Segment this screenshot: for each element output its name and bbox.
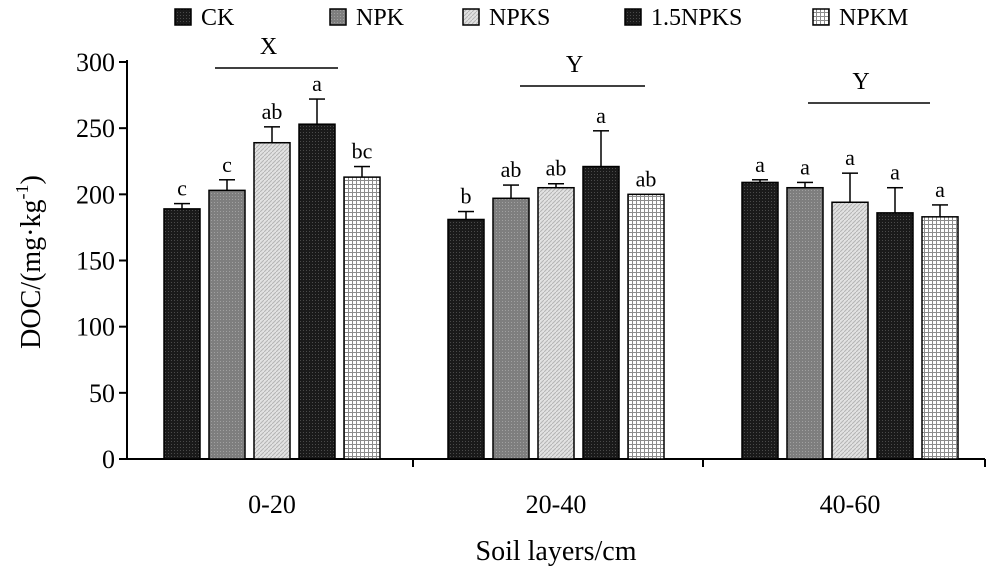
y-axis-title: DOC/(mg·kg-1) bbox=[12, 175, 47, 349]
bar bbox=[447, 218, 485, 460]
significance-label: a bbox=[596, 103, 606, 128]
bar bbox=[627, 193, 665, 460]
y-ticks: 0 50 100 150 200 250 300 bbox=[76, 48, 127, 474]
significance-label: a bbox=[800, 154, 810, 179]
bar bbox=[831, 201, 869, 460]
y-tick-label: 50 bbox=[89, 379, 115, 408]
legend-label: 1.5NPKS bbox=[651, 5, 742, 31]
legend-label: CK bbox=[201, 5, 235, 31]
y-tick-label: 250 bbox=[76, 114, 115, 143]
legend-swatch bbox=[624, 8, 642, 26]
group-letter: Y bbox=[566, 52, 583, 78]
significance-label: c bbox=[177, 176, 187, 201]
group-letter: X bbox=[260, 34, 277, 60]
x-axis-title: Soil layers/cm bbox=[476, 536, 637, 567]
legend-swatch bbox=[812, 8, 830, 26]
y-axis-title-close: ) bbox=[16, 175, 47, 184]
bar bbox=[741, 181, 779, 460]
significance-label: c bbox=[222, 152, 232, 177]
y-tick-label: 150 bbox=[76, 247, 115, 276]
y-tick-label: 100 bbox=[76, 313, 115, 342]
bar bbox=[537, 186, 575, 460]
group-letter: Y bbox=[852, 69, 869, 95]
x-tick-label: 40-60 bbox=[820, 490, 881, 519]
legend-swatch bbox=[329, 8, 347, 26]
bar bbox=[163, 208, 201, 460]
bar bbox=[298, 123, 336, 460]
x-ticks: 0-20 20-40 40-60 bbox=[248, 459, 986, 519]
significance-label: ab bbox=[636, 166, 657, 191]
x-tick-label: 0-20 bbox=[248, 490, 296, 519]
bar bbox=[492, 197, 530, 460]
y-tick-label: 0 bbox=[102, 445, 115, 474]
bar bbox=[921, 216, 959, 460]
legend-label: NPK bbox=[356, 5, 405, 31]
significance-label: ab bbox=[546, 156, 567, 181]
bar bbox=[253, 141, 291, 460]
significance-label: b bbox=[461, 184, 472, 209]
legend: CK NPK NPKS 1.5NPKS NPKM bbox=[174, 5, 908, 31]
x-tick-label: 20-40 bbox=[526, 490, 587, 519]
bar bbox=[343, 176, 381, 460]
legend-label: NPKS bbox=[489, 5, 550, 31]
significance-label: ab bbox=[501, 157, 522, 182]
bar bbox=[582, 165, 620, 460]
y-axis-title-main: DOC/(mg·kg bbox=[16, 200, 47, 349]
y-axis-title-sup: -1 bbox=[12, 185, 32, 200]
significance-label: a bbox=[890, 160, 900, 185]
significance-label: a bbox=[755, 152, 765, 177]
bar bbox=[876, 212, 914, 460]
legend-label: NPKM bbox=[839, 5, 908, 31]
significance-label: a bbox=[845, 145, 855, 170]
y-tick-label: 200 bbox=[76, 180, 115, 209]
bar bbox=[208, 189, 246, 460]
significance-label: a bbox=[312, 71, 322, 96]
legend-swatch bbox=[462, 8, 480, 26]
significance-label: a bbox=[935, 177, 945, 202]
y-tick-label: 300 bbox=[76, 48, 115, 77]
bar bbox=[786, 186, 824, 460]
significance-label: ab bbox=[262, 99, 283, 124]
group-significance: X Y Y bbox=[215, 34, 930, 104]
legend-swatch bbox=[174, 8, 192, 26]
significance-label: bc bbox=[352, 139, 373, 164]
